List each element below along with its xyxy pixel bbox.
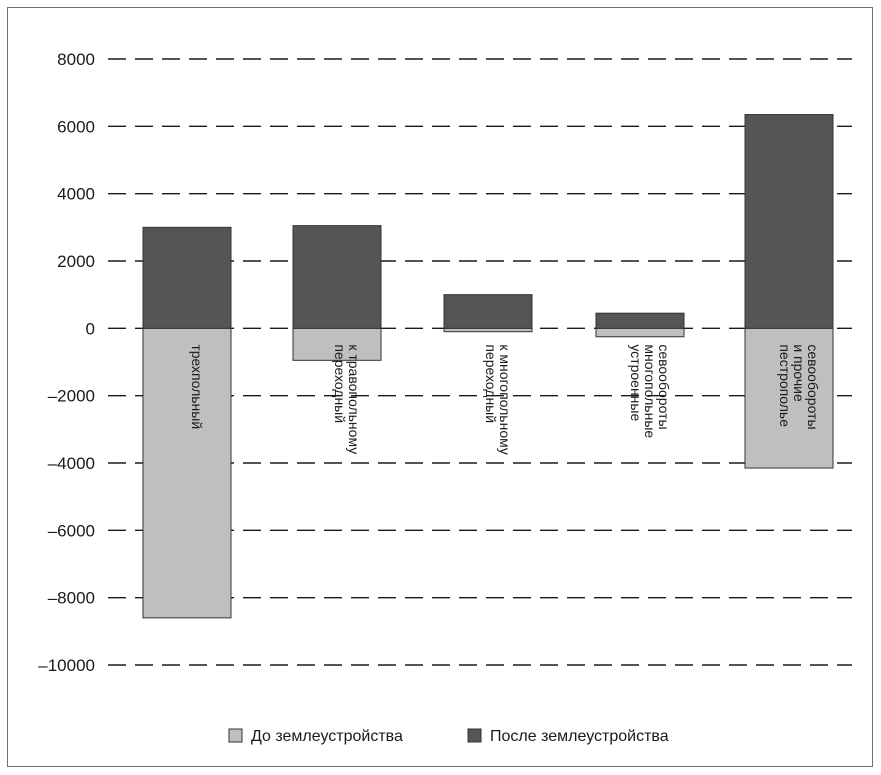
gridlines [108,58,852,666]
y-tick-label: –2000 [48,387,95,406]
y-tick-label: –4000 [48,454,95,473]
category-label: трехпольный [189,344,205,429]
bar-before-2 [443,327,533,333]
legend-label: До землеустройства [251,728,403,745]
y-axis-ticks: 8000 6000 4000 2000 0 –2000 –4000 –6000 –8000 –10… [38,50,95,675]
category-label: к травопольному [346,344,362,454]
legend-label: После землеустройства [490,728,669,745]
y-tick-label: –8000 [48,589,95,608]
bar-before-0 [142,327,232,619]
bar-after-4 [744,114,834,329]
y-tick-label: 0 [86,319,95,338]
y-tick-label: 4000 [57,185,95,204]
bar-before-4 [744,327,834,469]
y-tick-label: 2000 [57,252,95,271]
category-label: севообороты [805,344,821,429]
y-tick-label: 6000 [57,117,95,136]
bar-after-3 [595,312,685,329]
category-label: переходный [332,344,348,423]
bar-after-0 [142,226,232,329]
category-label: к многопольному [497,344,513,455]
legend-swatch [467,728,482,743]
category-label: и прочие [791,344,807,402]
bar-after-1 [292,225,382,329]
y-tick-label: –10000 [38,656,95,675]
legend-swatch [228,728,243,743]
category-label: севообороты [656,344,672,429]
category-label: переходный [483,344,499,423]
category-label: многопольные [642,344,658,438]
category-label: пестрополье [777,344,793,427]
category-label: устроенные [628,344,644,421]
bars [142,114,834,619]
bar-before-3 [595,327,685,338]
y-tick-label: 8000 [57,50,95,69]
legend: До землеустройства После землеустройства [228,728,669,745]
y-tick-label: –6000 [48,521,95,540]
bar-after-2 [443,294,533,329]
